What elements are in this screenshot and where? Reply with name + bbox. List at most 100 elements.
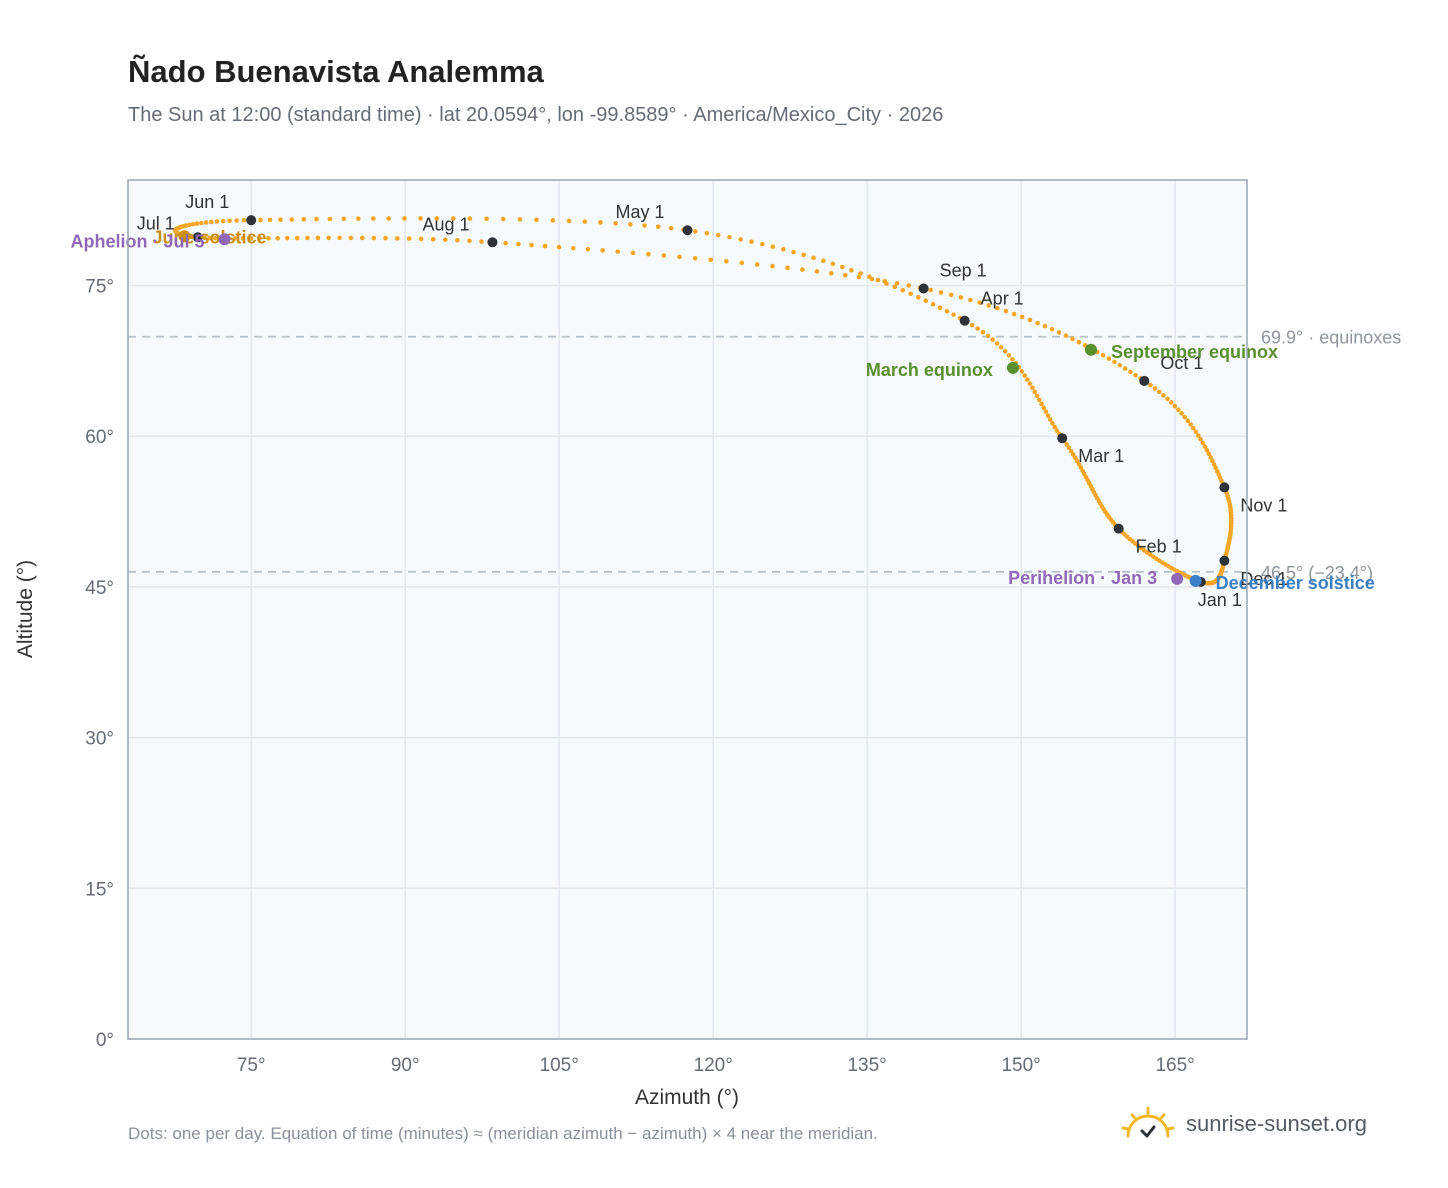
day-dot xyxy=(1035,320,1040,326)
month-label: Jul 1 xyxy=(137,213,175,233)
day-dot xyxy=(958,295,964,300)
day-dot xyxy=(1022,373,1027,378)
day-dot xyxy=(894,281,900,286)
x-tick-label: 165° xyxy=(1155,1055,1194,1076)
day-dot xyxy=(1027,317,1033,323)
day-dot xyxy=(1063,333,1069,338)
day-dot xyxy=(1064,442,1069,447)
day-dot xyxy=(434,216,440,221)
day-dot xyxy=(359,235,365,241)
day-dot xyxy=(266,235,271,241)
day-dot xyxy=(677,254,682,260)
day-dot xyxy=(1045,413,1051,418)
day-dot xyxy=(455,237,460,243)
day-dot xyxy=(754,262,760,267)
day-dot xyxy=(1148,382,1153,388)
day-dot xyxy=(770,263,775,269)
day-dot xyxy=(1056,330,1062,335)
day-dot xyxy=(1066,445,1072,451)
event-dot xyxy=(1084,343,1097,356)
day-dot xyxy=(1165,396,1170,402)
day-dot xyxy=(791,249,796,255)
axis-ticks: 75° 90° 105° 120° 135° 150° 165° 0° 15° 30° 45° 60°… xyxy=(85,276,1195,1076)
day-dot xyxy=(1037,397,1042,403)
day-dot xyxy=(968,297,973,303)
day-dot xyxy=(402,216,407,221)
y-tick-label: 15° xyxy=(85,879,114,900)
month-label: Nov 1 xyxy=(1240,495,1287,515)
x-tick-label: 150° xyxy=(1001,1055,1040,1076)
x-tick-label: 75° xyxy=(237,1055,266,1076)
event-dot xyxy=(178,230,191,243)
sun-logo-icon xyxy=(1121,1106,1175,1138)
day-dot xyxy=(1039,401,1044,407)
day-dot xyxy=(500,216,506,222)
day-dot xyxy=(348,235,354,241)
day-dot xyxy=(708,257,714,263)
day-dot xyxy=(227,218,232,224)
y-tick-label: 0° xyxy=(96,1030,114,1051)
day-dot xyxy=(1070,452,1076,457)
event-dot xyxy=(1189,574,1202,587)
event-label: March equinox xyxy=(866,360,993,380)
day-dot xyxy=(503,240,508,246)
day-dot xyxy=(598,220,603,225)
day-dot xyxy=(212,235,218,241)
chart-title: Ñado Buenavista Analemma xyxy=(128,54,544,89)
day-dot xyxy=(233,236,238,241)
day-dot xyxy=(301,217,307,222)
day-dot xyxy=(986,303,991,308)
day-dot xyxy=(646,251,651,257)
day-dot xyxy=(582,219,588,224)
day-dot xyxy=(821,258,826,264)
day-dot xyxy=(723,258,729,264)
day-dot xyxy=(1072,455,1078,461)
day-dot xyxy=(516,241,521,247)
day-dot xyxy=(240,236,246,241)
day-dot xyxy=(923,298,929,304)
day-dot xyxy=(258,217,263,223)
day-dot xyxy=(1052,424,1057,430)
day-dot xyxy=(1054,428,1060,433)
brand-name[interactable]: sunrise-sunset.org xyxy=(1186,1111,1367,1136)
day-dot xyxy=(800,267,805,272)
day-dot xyxy=(1172,403,1178,409)
day-dot xyxy=(207,235,212,241)
month-markers: Jan 1 Feb 1 Mar 1 Apr 1 May 1 Jun 1 Jul 1 Aug 1… xyxy=(137,192,1288,610)
month-label: Mar 1 xyxy=(1078,446,1124,466)
day-dot xyxy=(1204,447,1210,453)
day-dot xyxy=(770,244,776,250)
day-dot xyxy=(739,260,745,266)
day-dot xyxy=(892,284,897,290)
month-dot xyxy=(192,232,203,243)
day-dot xyxy=(906,283,912,288)
day-dot xyxy=(1100,352,1106,358)
day-dot xyxy=(1122,366,1128,371)
month-label: Apr 1 xyxy=(981,289,1024,309)
day-dot xyxy=(937,305,943,310)
day-dot xyxy=(443,237,448,243)
day-dot xyxy=(585,246,591,252)
day-dot xyxy=(785,265,790,271)
day-dot xyxy=(995,305,1000,311)
month-dot xyxy=(959,315,970,326)
day-dot xyxy=(1034,393,1040,399)
day-dot xyxy=(1106,356,1112,361)
month-dot xyxy=(246,215,257,226)
brand-logo[interactable]: sunrise-sunset.org xyxy=(1120,1104,1367,1144)
plot-frame xyxy=(127,179,1248,1040)
day-dot xyxy=(257,236,262,241)
day-dot xyxy=(839,264,845,270)
day-dot xyxy=(430,236,436,242)
day-dot xyxy=(1043,409,1049,415)
day-dot xyxy=(202,235,207,241)
day-dot xyxy=(1128,369,1133,375)
day-dot xyxy=(406,236,412,241)
day-dot xyxy=(1019,314,1025,320)
day-dot xyxy=(1176,407,1181,412)
event-label: June solstice xyxy=(152,227,266,247)
day-dot xyxy=(327,216,333,222)
day-dot xyxy=(1042,323,1048,329)
day-dot xyxy=(1168,400,1174,405)
day-dot xyxy=(190,221,196,227)
